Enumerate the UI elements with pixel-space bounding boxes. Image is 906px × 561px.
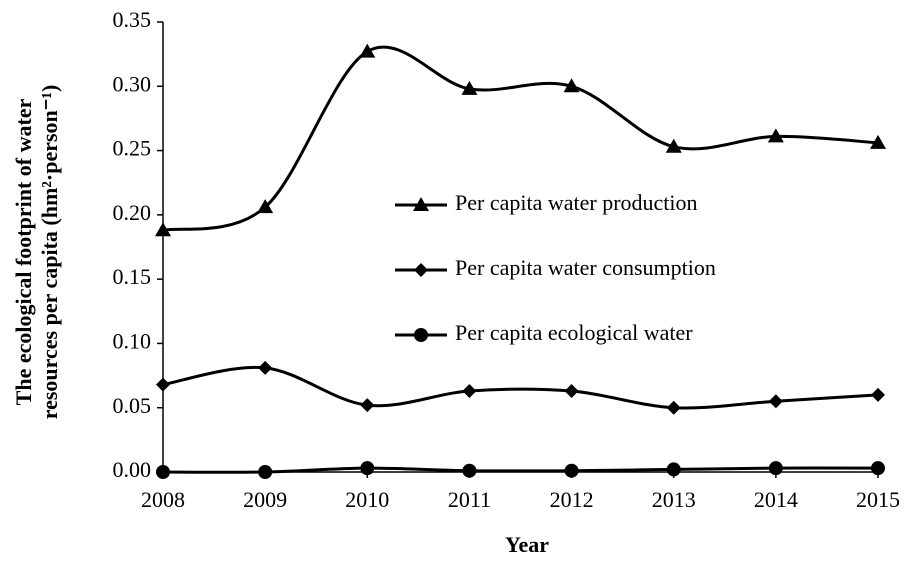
marker: [767, 128, 784, 143]
marker: [563, 78, 580, 93]
y-tick-label: 0.15: [113, 264, 152, 289]
marker: [156, 377, 170, 392]
marker: [768, 394, 783, 409]
marker: [155, 222, 171, 237]
series-line: [162, 365, 879, 410]
x-tick-label: 2014: [754, 487, 798, 512]
legend-marker: [414, 263, 428, 277]
y-tick-label: 0.35: [113, 7, 152, 32]
y-tick-label: 0.10: [113, 328, 152, 353]
y-axis-title: The ecological footprint of water resour…: [11, 85, 62, 420]
marker: [462, 463, 477, 478]
marker: [461, 80, 478, 95]
y-tick-label: 0.05: [113, 393, 152, 418]
legend-marker: [413, 197, 429, 211]
marker: [258, 360, 273, 375]
x-tick-label: 2013: [652, 487, 696, 512]
marker: [564, 463, 579, 478]
marker: [666, 400, 681, 415]
marker: [768, 461, 783, 476]
x-tick-label: 2010: [345, 487, 389, 512]
legend-label: Per capita water consumption: [455, 255, 716, 280]
marker: [665, 138, 682, 153]
marker: [666, 462, 681, 477]
series-line: [162, 466, 879, 474]
x-axis-title: Year: [505, 532, 549, 557]
marker: [564, 384, 579, 398]
y-tick-label: 0.20: [113, 200, 152, 225]
marker: [360, 461, 375, 476]
marker: [257, 199, 274, 214]
x-tick-label: 2009: [243, 487, 287, 512]
legend-label: Per capita water production: [455, 190, 698, 215]
marker: [359, 43, 376, 58]
y-tick-label: 0.25: [113, 136, 152, 161]
y-axis-title-line: resources per capita (hm²·person⁻¹): [37, 85, 62, 420]
marker: [871, 461, 885, 476]
marker: [360, 398, 375, 413]
marker: [871, 387, 885, 402]
series-line: [162, 45, 879, 232]
marker: [258, 465, 273, 479]
marker: [156, 465, 170, 479]
y-axis-title-line: The ecological footprint of water: [11, 98, 36, 405]
y-tick-label: 0.00: [113, 457, 152, 482]
x-tick-label: 2008: [141, 487, 185, 512]
y-tick-label: 0.30: [113, 71, 152, 96]
legend-label: Per capita ecological water: [455, 320, 693, 345]
marker: [462, 384, 477, 398]
legend-marker: [414, 328, 428, 342]
marker: [870, 134, 886, 149]
x-tick-label: 2012: [550, 487, 594, 512]
x-tick-label: 2015: [856, 487, 900, 512]
x-tick-label: 2011: [448, 487, 491, 512]
